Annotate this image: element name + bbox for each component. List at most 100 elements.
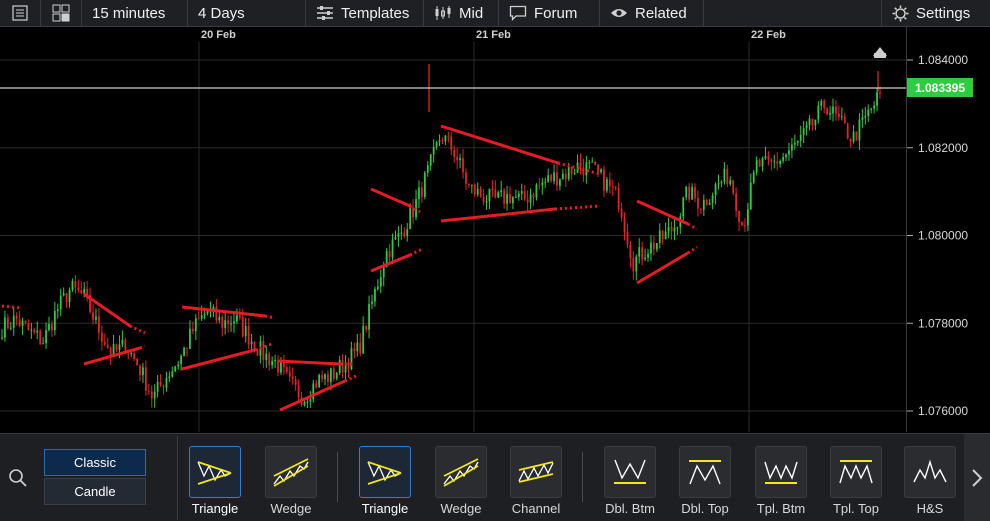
candle [682, 196, 685, 221]
candle [764, 146, 767, 160]
pattern-button-wedge[interactable]: Wedge [264, 446, 318, 516]
pattern-button-dbl-btm[interactable]: Dbl. Btm [603, 446, 657, 516]
candle [506, 185, 508, 211]
pattern-button-tpl-top[interactable]: Tpl. Top [829, 446, 883, 516]
candle [561, 168, 564, 180]
pattern-button-tpl-btm[interactable]: Tpl. Btm [754, 446, 808, 516]
candle [867, 104, 870, 122]
candle [130, 351, 133, 358]
divider [337, 452, 338, 502]
candle [282, 354, 285, 375]
candle [485, 195, 488, 210]
triangle-pattern-icon [189, 446, 241, 498]
candle [356, 333, 359, 357]
candle [347, 357, 350, 378]
forum-button[interactable]: Forum [499, 0, 600, 26]
candle [532, 192, 535, 206]
classic-style-button[interactable]: Classic [44, 449, 146, 476]
candle [186, 347, 188, 357]
candle [59, 288, 62, 317]
price-axis: 1.084000 1.082000 1.080000 1.078000 1.076000 [907, 53, 968, 418]
layout-button[interactable] [41, 0, 82, 26]
triangle-pattern-icon [359, 446, 411, 498]
candle [685, 185, 688, 201]
candle [150, 385, 153, 408]
candle [106, 337, 109, 350]
pattern-button-wedge[interactable]: Wedge [434, 446, 488, 516]
candle [550, 173, 553, 183]
price-type-button[interactable]: Mid [424, 0, 499, 26]
candle [379, 269, 382, 294]
candle [773, 154, 776, 169]
candle [30, 322, 33, 339]
candle [556, 162, 558, 192]
candle [791, 137, 793, 159]
candle [476, 182, 479, 197]
pattern-button-channel[interactable]: Channel [509, 446, 563, 516]
candle [406, 222, 409, 242]
candle [559, 178, 561, 191]
candle [42, 337, 45, 345]
range-selector[interactable]: 4 Days [188, 0, 306, 26]
candle [368, 295, 370, 339]
candle [92, 303, 94, 325]
candle [15, 312, 18, 326]
double-top-icon [679, 446, 731, 498]
candle [435, 141, 438, 150]
pattern-search-button[interactable] [8, 468, 28, 493]
scroll-to-latest-button[interactable] [873, 47, 887, 58]
candle [494, 180, 497, 199]
candle [247, 318, 250, 349]
candle [144, 360, 147, 396]
candle [48, 316, 50, 332]
candle [327, 370, 329, 387]
candle-style-button[interactable]: Candle [44, 478, 146, 505]
pattern-label: Dbl. Top [681, 501, 729, 516]
pattern-button-triangle[interactable]: Triangle [358, 446, 412, 516]
candle [98, 307, 100, 341]
candle [294, 376, 297, 391]
candle [714, 182, 717, 205]
candle [529, 188, 532, 210]
candle [415, 189, 417, 221]
candle [523, 185, 526, 201]
candle [749, 173, 752, 210]
candle [227, 315, 230, 333]
candle [717, 174, 720, 190]
scroll-right-button[interactable] [964, 434, 990, 521]
candle [488, 188, 491, 210]
interval-selector[interactable]: 15 minutes [82, 0, 188, 26]
pattern-button-dbl-top[interactable]: Dbl. Top [678, 446, 732, 516]
candle [177, 360, 180, 370]
candle [699, 208, 702, 215]
settings-button[interactable]: Settings [881, 0, 990, 26]
candle [805, 121, 808, 136]
pattern-button-hands[interactable]: H&S [903, 446, 957, 516]
gear-icon [892, 5, 909, 22]
templates-button[interactable]: Templates [306, 0, 424, 26]
chart-grid [0, 27, 907, 432]
candle [491, 179, 494, 197]
candle [846, 122, 849, 140]
candle [4, 310, 6, 342]
candle [770, 158, 773, 171]
pattern-projection [409, 204, 421, 214]
candle [274, 354, 276, 369]
pattern-button-triangle[interactable]: Triangle [188, 446, 242, 516]
eye-icon [610, 6, 628, 20]
candle [655, 243, 658, 253]
pattern-line [83, 292, 131, 328]
candle [297, 379, 300, 404]
candle [796, 140, 799, 147]
candle [36, 321, 39, 340]
menu-button[interactable] [0, 0, 41, 26]
candle [432, 139, 435, 163]
candle [400, 224, 403, 240]
price-chart[interactable]: 1.083395 1.084000 1.082000 1.080000 1.07800… [0, 27, 990, 432]
candle [332, 365, 335, 382]
related-button[interactable]: Related [600, 0, 704, 26]
candle [303, 399, 306, 407]
candle [606, 176, 608, 194]
range-label: 4 Days [198, 4, 245, 22]
candle [121, 330, 124, 348]
